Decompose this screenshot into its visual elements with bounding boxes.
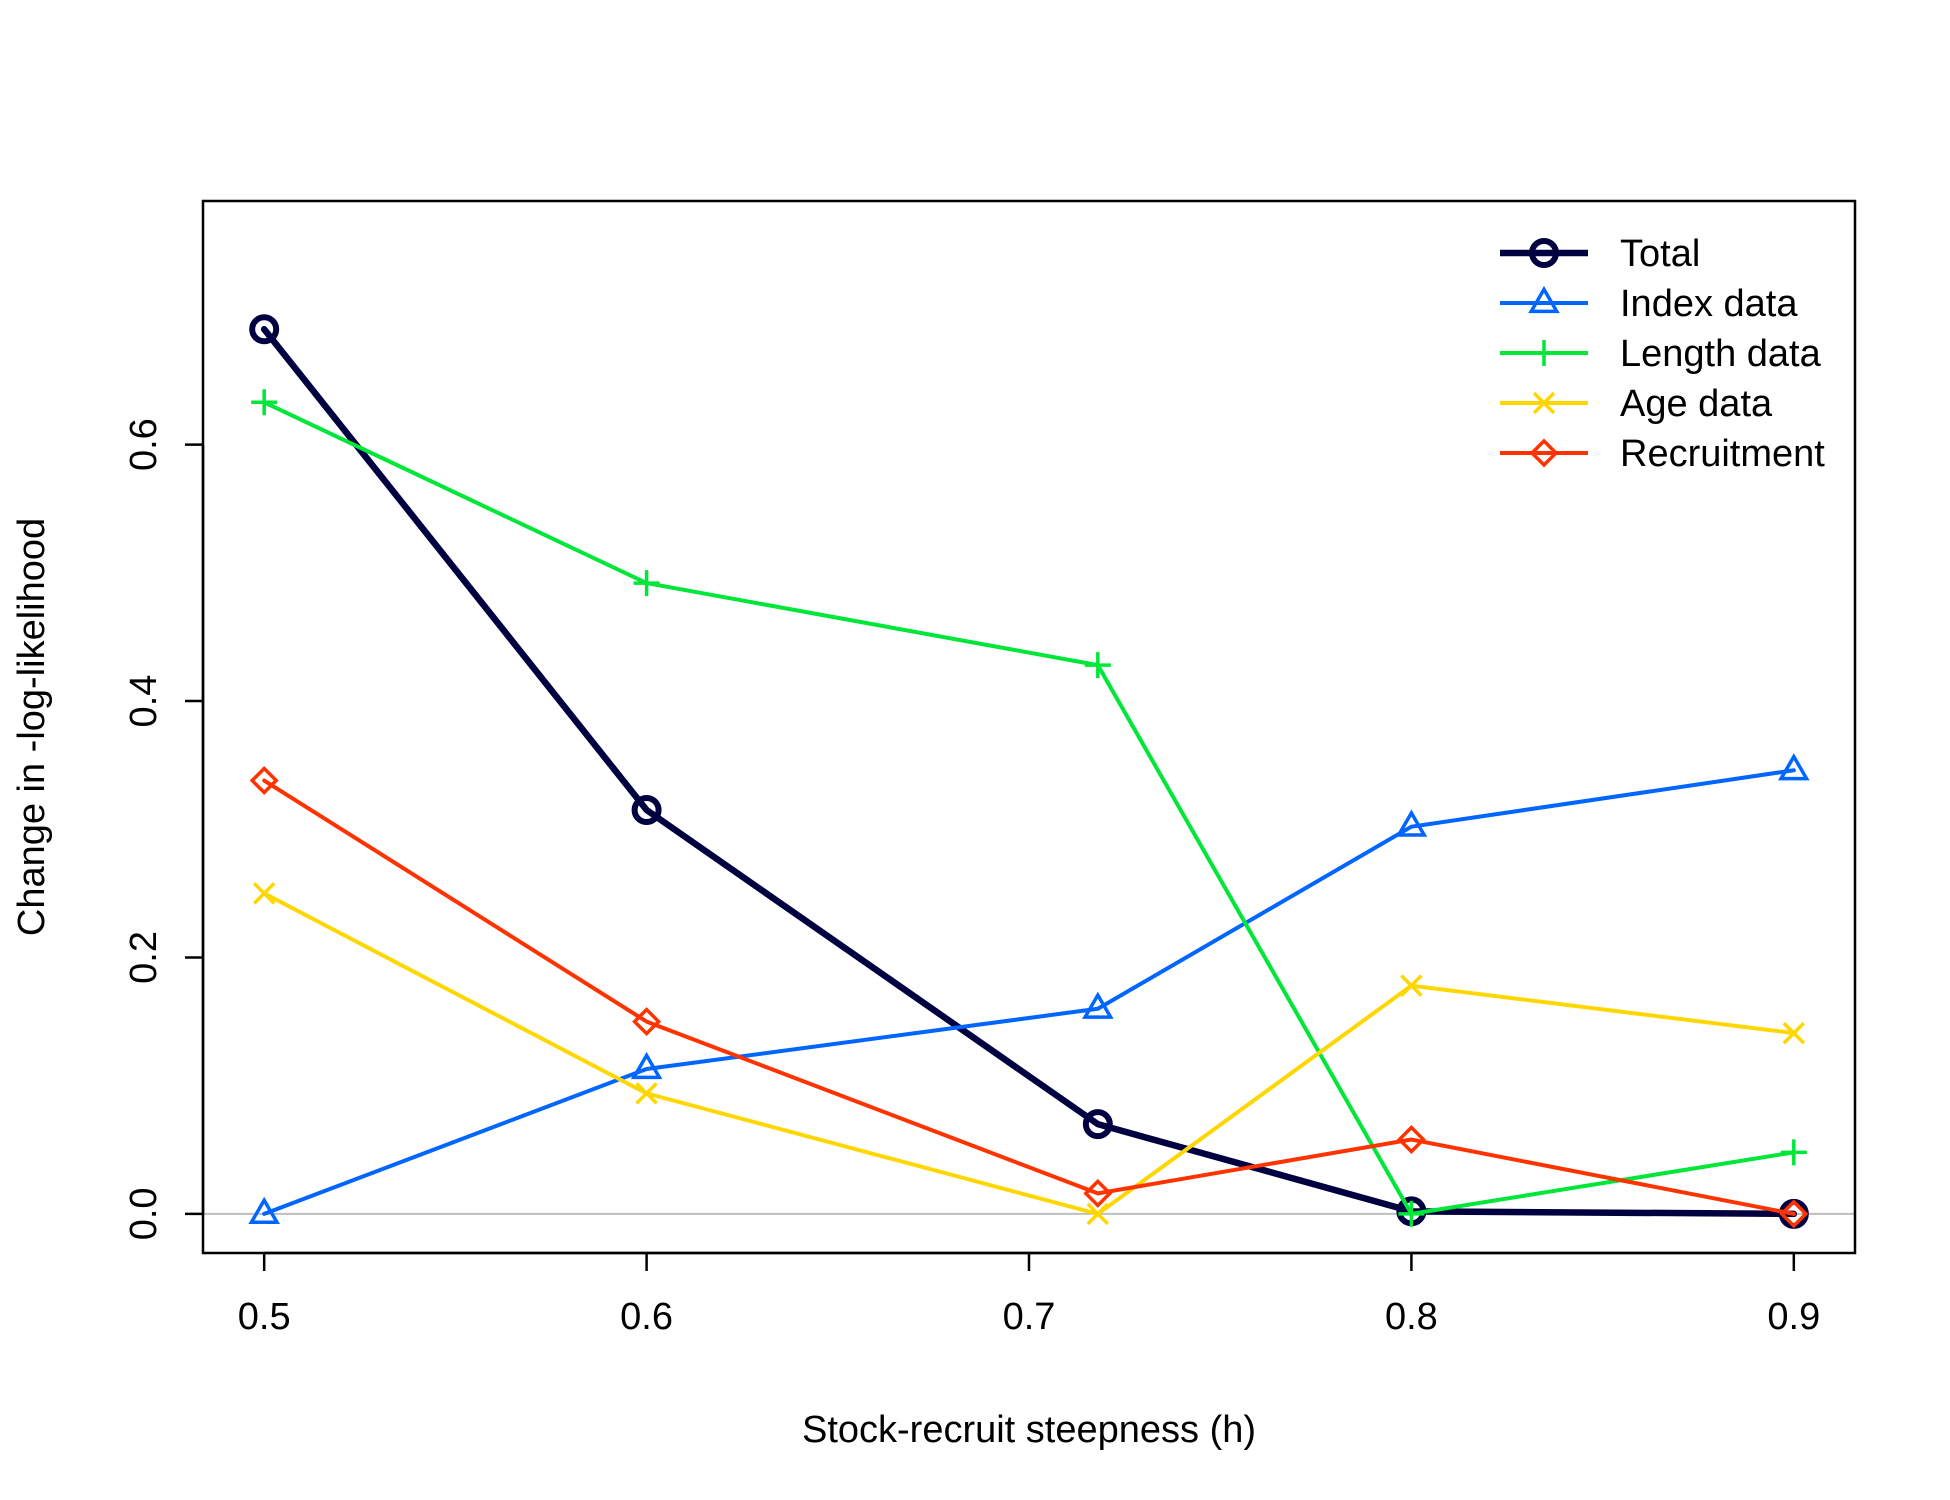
data-point-recruitment	[632, 1007, 662, 1037]
series-line-total	[260, 325, 1798, 1218]
series-recruitment	[249, 766, 1809, 1229]
legend-item-age-data: Age data	[1500, 383, 1773, 425]
data-point-total	[249, 314, 280, 345]
y-tick-label: 0.2	[123, 931, 165, 984]
data-point-age-data	[635, 1082, 658, 1105]
x-axis-label: Stock-recruit steepness (h)	[802, 1409, 1256, 1451]
legend-marker	[1529, 438, 1559, 468]
legend-marker	[1531, 340, 1557, 366]
data-point-recruitment	[1396, 1125, 1426, 1155]
data-point-length-data	[1084, 652, 1111, 679]
x-tick-label: 0.8	[1385, 1296, 1438, 1338]
legend-item-length-data: Length data	[1500, 333, 1822, 375]
series-length-data	[251, 389, 1807, 1227]
legend-marker	[1529, 238, 1559, 268]
data-point-recruitment	[1083, 1178, 1113, 1208]
data-point-age-data	[1400, 974, 1423, 997]
legend-marker	[1532, 391, 1556, 415]
legend-label: Age data	[1620, 383, 1773, 425]
legend-marker	[1528, 285, 1560, 314]
legend-label: Index data	[1620, 283, 1798, 325]
data-point-index-data	[1778, 753, 1810, 781]
data-point-length-data	[251, 389, 278, 416]
data-point-length-data	[633, 570, 660, 597]
x-tick-label: 0.9	[1767, 1296, 1820, 1338]
y-tick-label: 0.4	[123, 675, 165, 728]
legend-item-total: Total	[1500, 233, 1700, 275]
legend-label: Length data	[1620, 333, 1822, 375]
y-axis: 0.0 0.2 0.4 0.6	[123, 418, 205, 1240]
data-point-recruitment	[1779, 1199, 1809, 1229]
legend-label: Total	[1620, 233, 1700, 275]
legend-item-recruitment: Recruitment	[1500, 433, 1825, 475]
legend: Total Index data Length data Age data Recrui…	[1500, 233, 1825, 475]
data-point-index-data	[1082, 991, 1114, 1019]
y-axis-label: Change in -log-likelihood	[11, 518, 53, 936]
series-layer	[248, 314, 1810, 1229]
series-index-data	[248, 753, 1810, 1225]
x-tick-label: 0.5	[238, 1296, 291, 1338]
y-tick-label: 0.0	[123, 1187, 165, 1240]
x-tick-label: 0.6	[620, 1296, 673, 1338]
data-point-length-data	[1780, 1139, 1807, 1166]
data-point-recruitment	[249, 766, 279, 796]
x-axis: 0.5 0.6 0.7 0.8 0.9	[238, 1251, 1820, 1338]
data-point-age-data	[1782, 1021, 1806, 1045]
data-point-total	[1082, 1109, 1113, 1140]
data-point-age-data	[252, 882, 276, 905]
data-point-index-data	[630, 1051, 663, 1080]
data-point-length-data	[1398, 1200, 1425, 1227]
legend-item-index-data: Index data	[1500, 283, 1798, 325]
data-point-index-data	[1395, 809, 1428, 837]
series-line-recruitment	[262, 778, 1796, 1216]
y-tick-label: 0.6	[123, 418, 165, 471]
data-point-age-data	[1086, 1202, 1110, 1226]
series-age-data	[252, 882, 1806, 1226]
data-point-total	[631, 795, 662, 826]
series-line-index-data	[262, 768, 1796, 1216]
data-point-index-data	[248, 1196, 280, 1225]
legend-label: Recruitment	[1620, 433, 1825, 475]
x-tick-label: 0.7	[1003, 1296, 1056, 1338]
